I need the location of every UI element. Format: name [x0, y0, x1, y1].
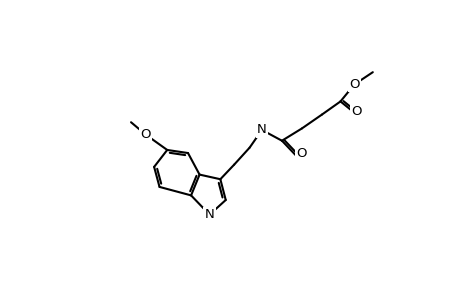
- Text: N: N: [204, 208, 214, 221]
- Text: O: O: [295, 147, 306, 160]
- Text: N: N: [257, 123, 266, 136]
- Text: O: O: [348, 78, 359, 91]
- Text: O: O: [351, 105, 361, 118]
- Text: O: O: [140, 128, 151, 141]
